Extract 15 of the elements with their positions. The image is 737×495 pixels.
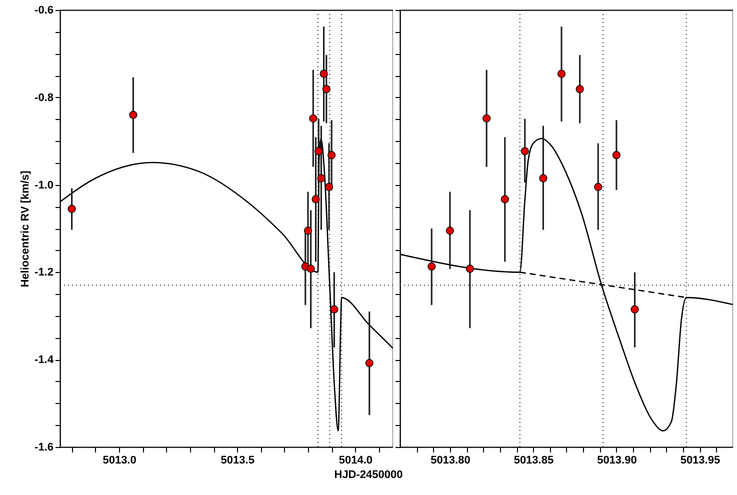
y-tick-label: -1.6 xyxy=(34,442,54,454)
x-tick-label: 5013.0 xyxy=(102,454,136,466)
x-tick-label: 5013.90 xyxy=(597,454,637,466)
y-tick-label: -0.8 xyxy=(34,92,54,104)
x-tick-label: 5013.80 xyxy=(430,454,470,466)
x-tick-label: 5013.5 xyxy=(220,454,254,466)
y-tick-label: -1.0 xyxy=(34,179,54,192)
y-tick-label: -0.6 xyxy=(34,4,54,16)
x-tick-label: 5013.95 xyxy=(680,454,720,466)
x-tick-label: 5014.0 xyxy=(338,454,373,466)
y-tick-label: -1.2 xyxy=(34,266,54,279)
x-tick-label: 5013.85 xyxy=(514,454,554,466)
y-tick-label: -1.4 xyxy=(34,354,54,366)
x-axis-title: HJD-2450000 xyxy=(333,469,404,482)
y-axis-title: Heliocentric RV [km/s] xyxy=(20,170,32,288)
